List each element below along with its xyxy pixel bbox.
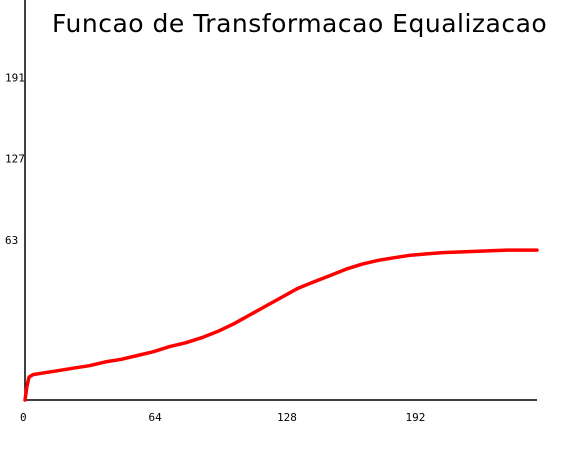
x-axis-ticks: 0 64 128 192 xyxy=(20,411,425,424)
chart-title: Funcao de Transformacao Equalizacao xyxy=(52,9,547,38)
x-tick-label: 64 xyxy=(149,411,163,424)
series-line xyxy=(23,248,539,402)
x-tick-label: 192 xyxy=(406,411,426,424)
x-tick-label: 128 xyxy=(277,411,297,424)
y-tick-label: 127 xyxy=(5,153,25,166)
x-tick-label: 0 xyxy=(20,411,27,424)
series-group xyxy=(23,248,539,402)
y-axis-ticks: 63 127 191 255 xyxy=(5,0,25,247)
y-tick-label: 63 xyxy=(5,234,18,247)
y-tick-label: 255 xyxy=(5,0,25,3)
y-tick-label: 191 xyxy=(5,71,25,84)
